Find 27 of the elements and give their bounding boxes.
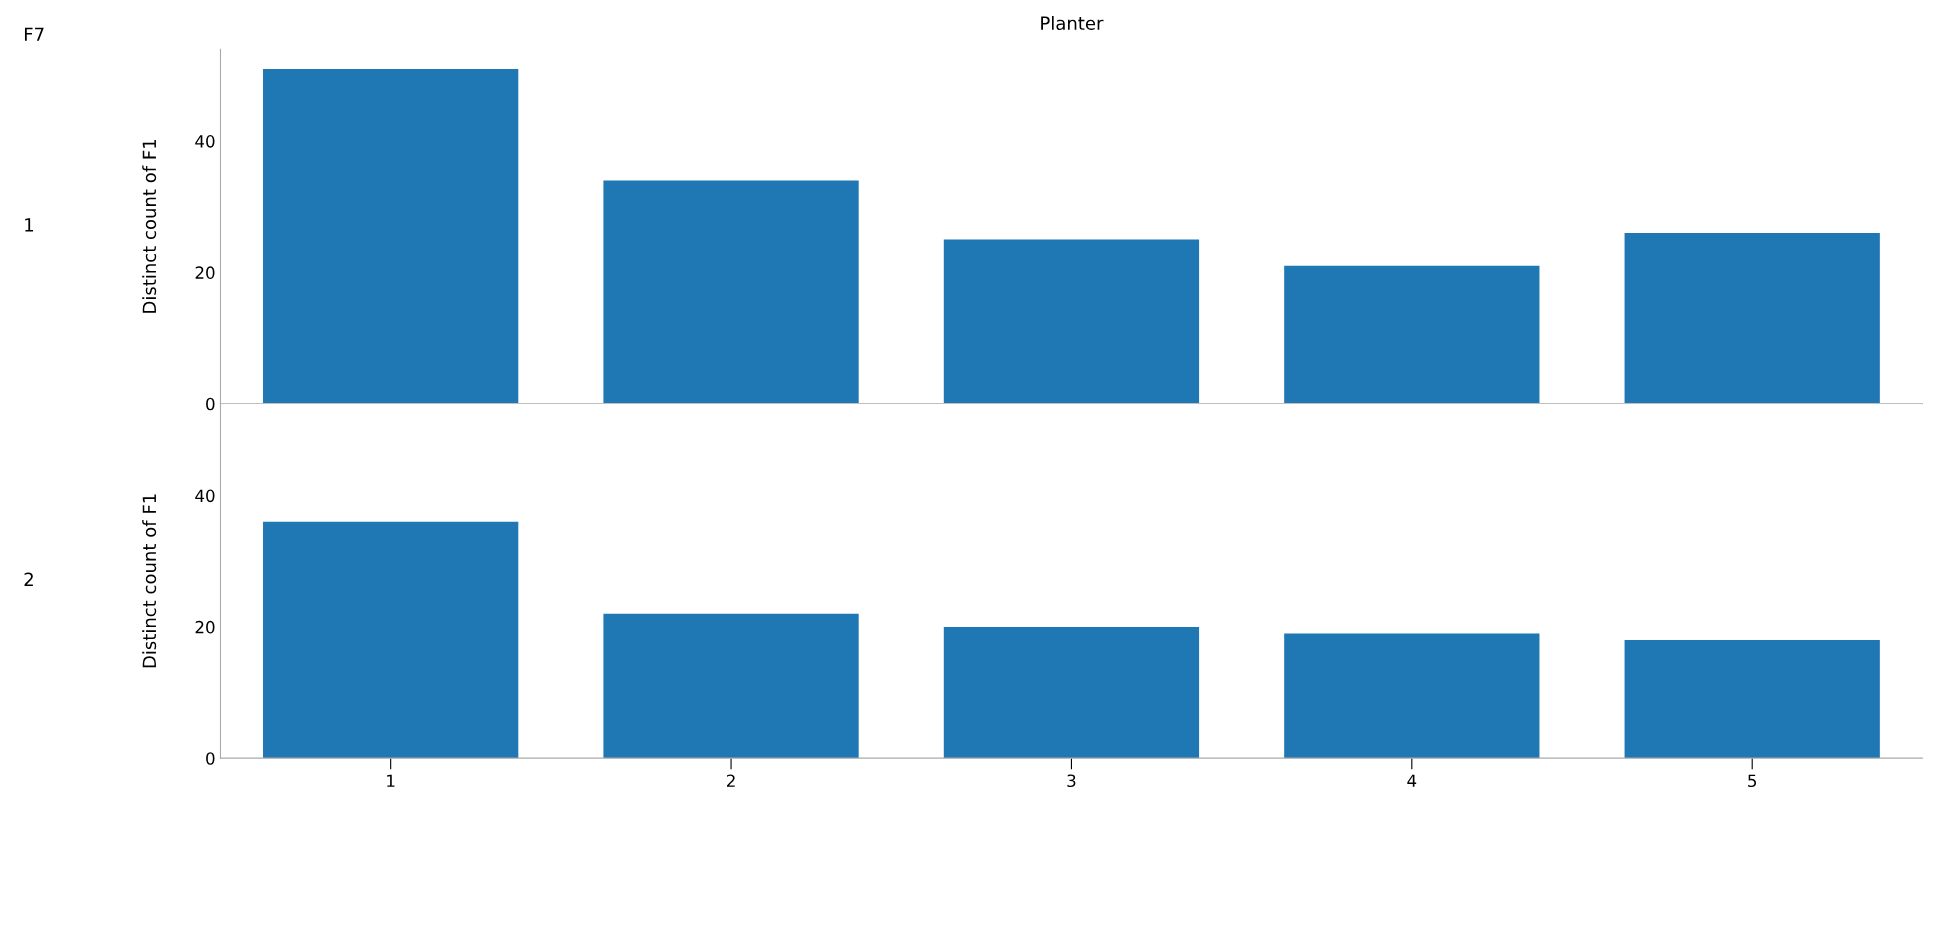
text: 2	[24, 572, 33, 586]
y-axis-title: Distinct count of F1	[142, 494, 157, 668]
bar	[1284, 633, 1540, 759]
bar	[603, 613, 859, 759]
x-tick-label: 1	[387, 774, 395, 787]
x-tick-label: 4	[1407, 774, 1417, 787]
y-tick-label: 20	[195, 266, 215, 279]
bar	[1624, 640, 1880, 759]
y-tick-label: 0	[206, 752, 215, 765]
y-axis-title: Distinct count of F1	[142, 139, 157, 313]
y-tick-label: 0	[206, 397, 215, 411]
bar	[1624, 233, 1880, 404]
bar	[263, 521, 519, 759]
text: 1	[25, 218, 34, 232]
y-tick-label: 40	[195, 489, 215, 503]
text: F7	[24, 27, 44, 41]
x-tick-label: 5	[1748, 774, 1757, 788]
x-tick-label: 3	[1067, 774, 1076, 788]
y-tick-label: 20	[195, 620, 215, 634]
bar	[263, 68, 519, 404]
chart-title: Planter	[1041, 16, 1104, 30]
y-tick-label: 40	[195, 135, 215, 148]
bar	[1284, 265, 1540, 404]
bar	[943, 626, 1200, 759]
bar	[943, 239, 1200, 404]
x-tick-label: 2	[726, 774, 735, 787]
bar	[603, 180, 859, 404]
